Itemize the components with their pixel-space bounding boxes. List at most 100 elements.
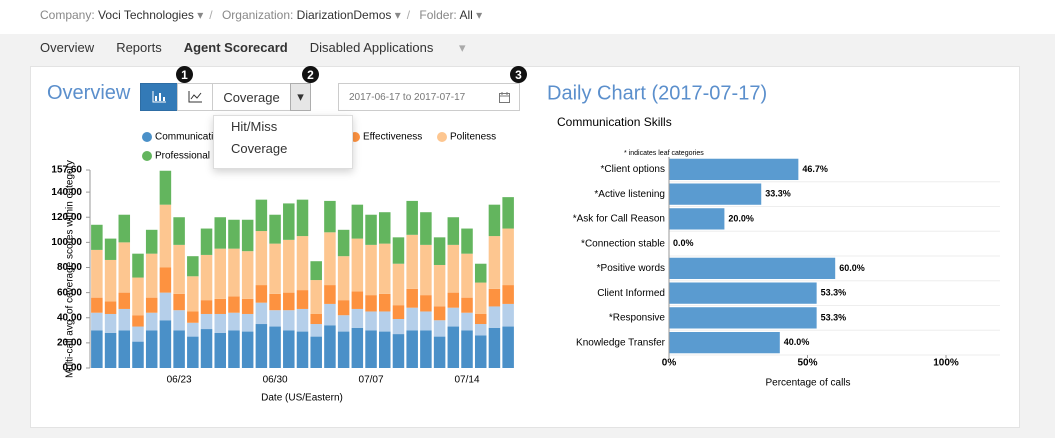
tab-active[interactable]: Agent Scorecard (183, 40, 288, 55)
date-range-input[interactable]: 2017-06-17 to 2017-07-17 (338, 83, 520, 111)
bar-segment (269, 326, 281, 368)
bar-segment (502, 197, 514, 229)
bar-segment (145, 229, 158, 254)
bar-segment (447, 244, 460, 293)
legend-label: Politeness (450, 132, 496, 143)
tab[interactable]: Overview (40, 40, 95, 55)
bar-segment (406, 200, 418, 235)
bar-segment (200, 313, 213, 330)
bar-segment (447, 307, 460, 327)
bar-segment (420, 330, 432, 368)
bar-segment (269, 214, 281, 244)
bar-segment (365, 244, 377, 296)
bar-segment (392, 319, 405, 335)
bar-segment (351, 238, 364, 292)
bar-segment (118, 242, 131, 293)
panel-title: Overview (47, 82, 131, 104)
bar-segment (255, 231, 268, 286)
menu-item[interactable]: Coverage (231, 141, 288, 156)
bar-segment (118, 292, 131, 309)
bar-segment (187, 276, 199, 312)
bar (669, 282, 817, 304)
bar-segment (255, 324, 268, 368)
bar-segment (228, 296, 240, 313)
x-tick-label: 0% (662, 358, 677, 369)
value-label: 60.0% (839, 263, 865, 273)
bar (669, 208, 725, 230)
bar-segment (365, 295, 377, 312)
crumb-value[interactable]: DiarizationDemos (296, 8, 392, 22)
bar-segment (488, 288, 501, 307)
x-tick-label: 07/07 (359, 375, 384, 386)
bar-segment (337, 315, 350, 332)
tab[interactable]: Reports (116, 40, 162, 55)
bar-segment (488, 327, 501, 368)
bar-segment (132, 326, 144, 342)
chart-title: Daily Chart (2017-07-17) (547, 82, 767, 104)
bar-segment (118, 308, 131, 331)
bar-segment (324, 200, 336, 233)
crumb-label: Company: (40, 8, 95, 22)
bar-segment (474, 324, 487, 336)
bar-segment (187, 256, 199, 277)
bar-segment (159, 320, 172, 368)
bar-segment (461, 253, 473, 298)
category-label: Client Informed (597, 288, 665, 299)
bar-segment (173, 330, 185, 368)
bar-segment (406, 330, 418, 368)
bar-segment (337, 331, 350, 368)
bar-segment (433, 264, 446, 307)
bar-segment (283, 310, 295, 331)
tab-disabled[interactable]: Disabled Applications ▾ (309, 40, 466, 55)
bar-segment (104, 301, 117, 314)
bar-segment (474, 335, 487, 368)
bar (669, 307, 817, 329)
bar-segment (310, 261, 322, 281)
y-axis-label: Multi-call avg. of coverage scores withi… (65, 160, 76, 378)
bar-segment (214, 298, 226, 314)
bar-segment (255, 302, 268, 325)
category-label: *Responsive (609, 313, 666, 324)
bar-segment (159, 267, 172, 293)
x-axis-label: Date (US/Eastern) (261, 393, 343, 404)
bar-segment (118, 330, 131, 368)
category-label: *Ask for Call Reason (573, 214, 665, 225)
bar-segment (310, 313, 322, 325)
crumb-value[interactable]: Voci Technologies (98, 8, 194, 22)
bar-chart-button[interactable] (140, 83, 178, 111)
bar-segment (296, 308, 309, 332)
bar-segment (283, 203, 295, 240)
chart-note: * indicates leaf categories (624, 150, 704, 157)
bar-segment (214, 313, 226, 333)
bar-segment (187, 336, 199, 368)
metric-select[interactable]: Coverage (212, 83, 291, 111)
value-label: 53.3% (821, 312, 847, 322)
bar-segment (296, 199, 309, 237)
bar-segment (351, 327, 364, 368)
bar-segment (200, 228, 213, 255)
crumb-value[interactable]: All (459, 8, 473, 22)
bar-segment (91, 330, 103, 368)
bar-segment (91, 249, 103, 298)
bar-segment (310, 324, 322, 337)
bar-segment (296, 331, 309, 368)
bar-segment (488, 236, 501, 289)
tabs: Overview Reports Agent Scorecard Disabled A… (40, 40, 487, 56)
tab-label: Disabled Applications (309, 40, 434, 55)
menu-item[interactable]: Hit/Miss (231, 119, 278, 134)
select-caret[interactable]: ▾ (290, 83, 311, 111)
bar-segment (447, 217, 460, 245)
bar-segment (474, 313, 487, 325)
bar-segment (132, 253, 144, 278)
line-chart-button[interactable] (177, 83, 213, 111)
bar-segment (241, 298, 254, 314)
bar-segment (502, 326, 514, 368)
top-bar (0, 0, 1055, 34)
y-tick-label: 0.00 (63, 363, 83, 374)
bar-segment (91, 312, 103, 331)
bar-segment (351, 204, 364, 239)
y-tick-label: 120.00 (51, 212, 82, 223)
chart-subtitle: Communication Skills (557, 115, 672, 129)
